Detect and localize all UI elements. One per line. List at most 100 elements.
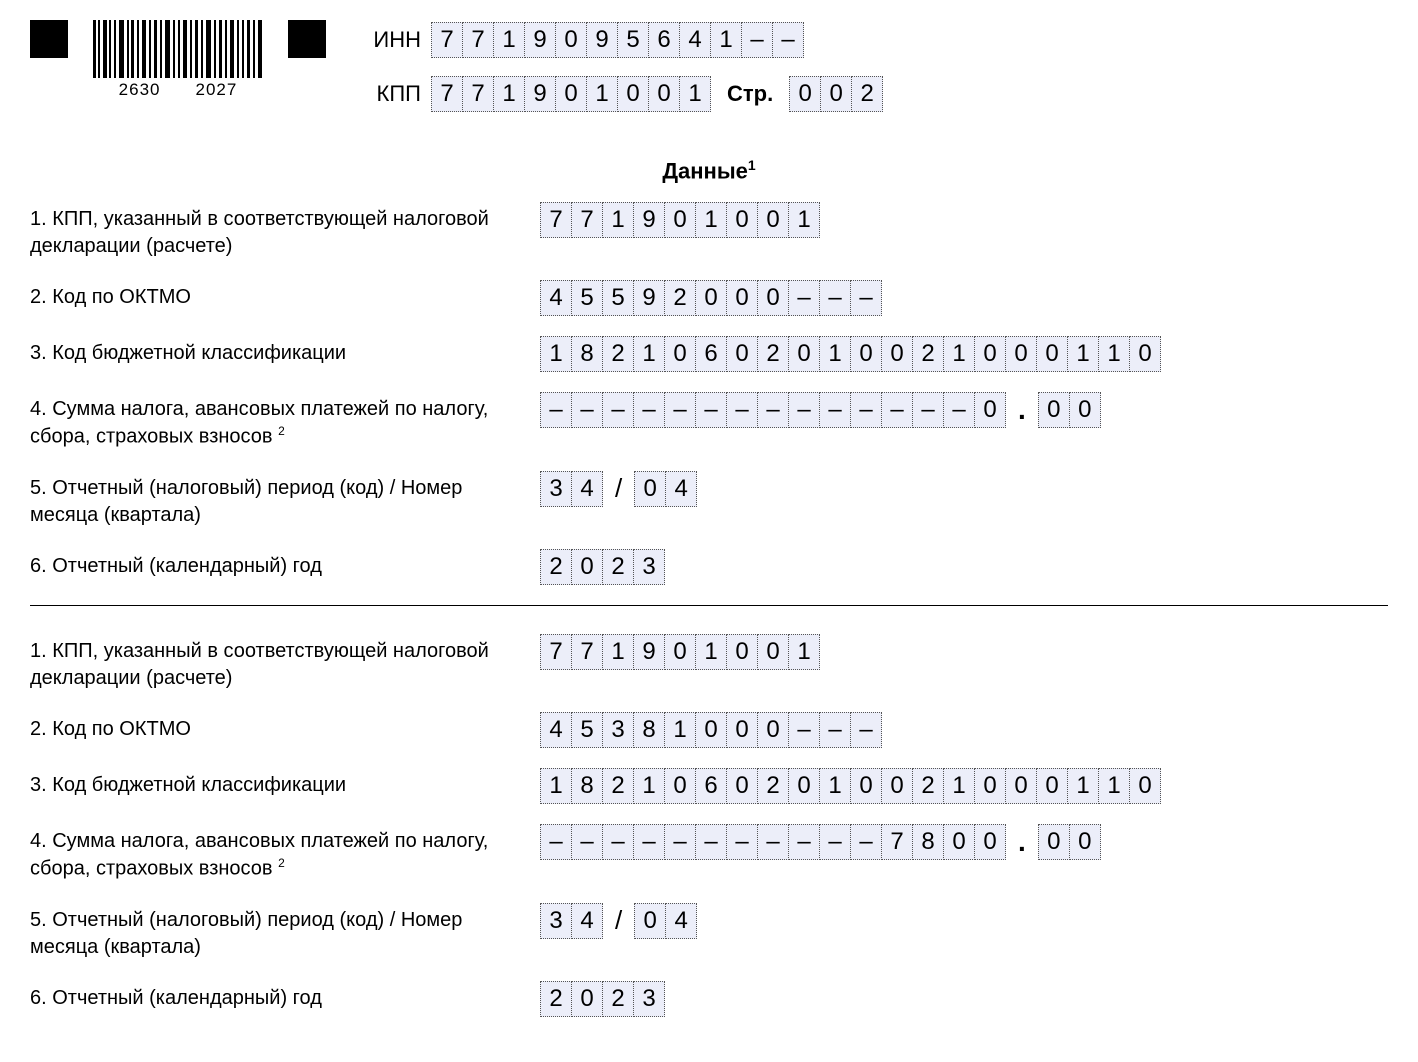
- char-cell: 9: [633, 280, 665, 316]
- char-cell: –: [788, 824, 820, 860]
- char-cell: 0: [757, 634, 789, 670]
- label-period: 5. Отчетный (налоговый) период (код) / Н…: [30, 903, 540, 961]
- char-cell: 1: [586, 76, 618, 112]
- label-oktmo: 2. Код по ОКТМО: [30, 712, 540, 743]
- char-cell: 0: [695, 280, 727, 316]
- char-cell: –: [741, 22, 773, 58]
- char-cell: –: [772, 22, 804, 58]
- char-cell: 4: [665, 903, 697, 939]
- barcode-bars: [93, 20, 263, 78]
- char-cell: 0: [634, 903, 666, 939]
- char-cell: 6: [695, 768, 727, 804]
- char-cell: 3: [633, 549, 665, 585]
- char-cell: 1: [602, 202, 634, 238]
- char-cell: 0: [881, 336, 913, 372]
- row-kpp: 1. КПП, указанный в соответствующей нало…: [30, 634, 1388, 692]
- row-sum: 4. Сумма налога, авансовых платежей по н…: [30, 824, 1388, 883]
- barcode-num-left: 2630: [119, 80, 161, 100]
- char-cell: 7: [462, 76, 494, 112]
- char-cell: 0: [974, 336, 1006, 372]
- char-cell: 1: [943, 336, 975, 372]
- char-cell: 0: [664, 202, 696, 238]
- char-cell: –: [881, 392, 913, 428]
- char-cell: 0: [648, 76, 680, 112]
- label-kbk: 3. Код бюджетной классификации: [30, 336, 540, 367]
- row-oktmo: 2. Код по ОКТМО 45592000–––: [30, 280, 1388, 316]
- char-cell: 8: [571, 768, 603, 804]
- char-cell: 4: [540, 712, 572, 748]
- char-cell: 0: [757, 202, 789, 238]
- char-cell: 1: [1067, 768, 1099, 804]
- char-cell: 1: [695, 202, 727, 238]
- char-cell: –: [664, 392, 696, 428]
- inn-row: ИНН 7719095641––: [366, 22, 883, 58]
- char-cell: 2: [540, 549, 572, 585]
- char-cell: –: [633, 824, 665, 860]
- char-cell: 0: [1005, 336, 1037, 372]
- char-cell: 0: [850, 768, 882, 804]
- data-block-1: 1. КПП, указанный в соответствующей нало…: [30, 202, 1388, 585]
- char-cell: 1: [695, 634, 727, 670]
- char-cell: –: [819, 824, 851, 860]
- char-cell: 1: [1098, 768, 1130, 804]
- block-divider: [30, 605, 1388, 606]
- char-cell: 2: [602, 768, 634, 804]
- char-cell: –: [695, 824, 727, 860]
- char-cell: 0: [726, 202, 758, 238]
- char-cell: 1: [788, 634, 820, 670]
- char-cell: –: [571, 392, 603, 428]
- char-cell: –: [726, 824, 758, 860]
- char-cell: –: [602, 392, 634, 428]
- char-cell: –: [788, 392, 820, 428]
- char-cell: 9: [633, 634, 665, 670]
- char-cell: 1: [602, 634, 634, 670]
- char-cell: 0: [943, 824, 975, 860]
- char-cell: –: [788, 712, 820, 748]
- char-cell: 0: [555, 22, 587, 58]
- char-cell: 0: [789, 76, 821, 112]
- char-cell: 6: [648, 22, 680, 58]
- char-cell: 0: [974, 768, 1006, 804]
- section-title-text: Данные: [662, 158, 748, 183]
- char-cell: –: [850, 824, 882, 860]
- char-cell: 5: [571, 280, 603, 316]
- char-cell: 1: [493, 76, 525, 112]
- id-lines: ИНН 7719095641–– КПП 771901001 Стр. 002: [366, 22, 883, 112]
- char-cell: 8: [571, 336, 603, 372]
- char-cell: 9: [633, 202, 665, 238]
- char-cell: 1: [819, 768, 851, 804]
- char-cell: 0: [695, 712, 727, 748]
- char-cell: –: [850, 280, 882, 316]
- char-cell: 0: [726, 634, 758, 670]
- char-cell: 4: [571, 471, 603, 507]
- char-cell: 4: [571, 903, 603, 939]
- char-cell: 7: [881, 824, 913, 860]
- char-cell: 7: [571, 634, 603, 670]
- char-cell: 0: [788, 336, 820, 372]
- row-year: 6. Отчетный (календарный) год 2023: [30, 549, 1388, 585]
- char-cell: 6: [695, 336, 727, 372]
- char-cell: –: [850, 392, 882, 428]
- char-cell: 2: [602, 336, 634, 372]
- row-year: 6. Отчетный (календарный) год 2023: [30, 981, 1388, 1017]
- char-cell: 1: [679, 76, 711, 112]
- char-cell: 2: [912, 336, 944, 372]
- char-cell: –: [726, 392, 758, 428]
- char-cell: 5: [571, 712, 603, 748]
- value-sum-int: ––––––––––––––0: [540, 392, 1006, 428]
- value-kpp: 771901001: [540, 202, 820, 238]
- row-period: 5. Отчетный (налоговый) период (код) / Н…: [30, 903, 1388, 961]
- char-cell: 0: [1069, 824, 1101, 860]
- char-cell: 2: [664, 280, 696, 316]
- char-cell: 1: [540, 336, 572, 372]
- barcode-num-right: 2027: [196, 80, 238, 100]
- char-cell: 9: [586, 22, 618, 58]
- char-cell: 2: [602, 981, 634, 1017]
- row-kpp: 1. КПП, указанный в соответствующей нало…: [30, 202, 1388, 260]
- char-cell: 3: [602, 712, 634, 748]
- char-cell: –: [850, 712, 882, 748]
- value-kpp: 771901001: [540, 634, 820, 670]
- value-kbk: 18210602010021000110: [540, 336, 1161, 372]
- char-cell: 7: [431, 76, 463, 112]
- char-cell: 1: [633, 768, 665, 804]
